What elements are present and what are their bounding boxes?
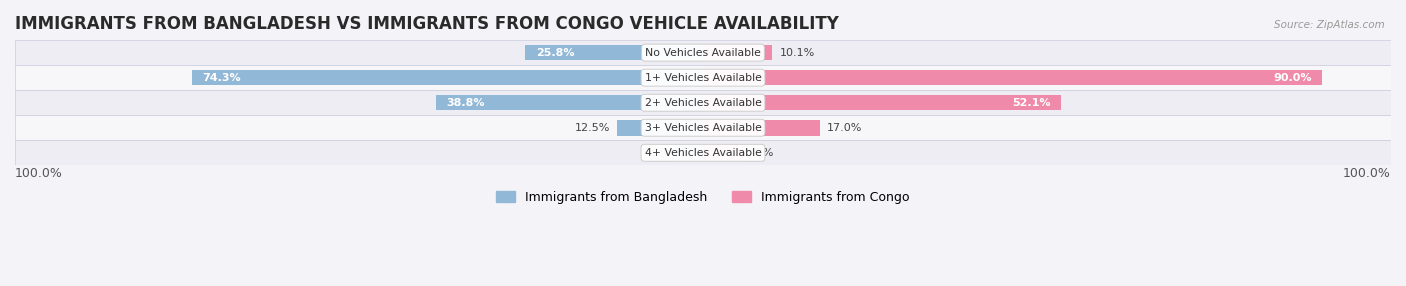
- Text: 1+ Vehicles Available: 1+ Vehicles Available: [644, 73, 762, 83]
- Bar: [15, 115, 1391, 140]
- Text: 52.1%: 52.1%: [1012, 98, 1052, 108]
- Bar: [15, 40, 1391, 65]
- Text: 2+ Vehicles Available: 2+ Vehicles Available: [644, 98, 762, 108]
- Text: 90.0%: 90.0%: [1274, 73, 1312, 83]
- Bar: [703, 145, 738, 160]
- Text: 25.8%: 25.8%: [536, 48, 574, 58]
- Bar: [703, 95, 1062, 110]
- Bar: [703, 45, 772, 60]
- Text: 10.1%: 10.1%: [779, 48, 814, 58]
- Bar: [703, 120, 820, 136]
- Bar: [15, 140, 1391, 165]
- Text: 3.9%: 3.9%: [641, 148, 669, 158]
- Text: 100.0%: 100.0%: [1343, 166, 1391, 180]
- Text: 3+ Vehicles Available: 3+ Vehicles Available: [644, 123, 762, 133]
- Text: 17.0%: 17.0%: [827, 123, 862, 133]
- Bar: [703, 70, 1322, 86]
- Text: 74.3%: 74.3%: [202, 73, 240, 83]
- Text: IMMIGRANTS FROM BANGLADESH VS IMMIGRANTS FROM CONGO VEHICLE AVAILABILITY: IMMIGRANTS FROM BANGLADESH VS IMMIGRANTS…: [15, 15, 839, 33]
- Legend: Immigrants from Bangladesh, Immigrants from Congo: Immigrants from Bangladesh, Immigrants f…: [491, 186, 915, 209]
- Text: Source: ZipAtlas.com: Source: ZipAtlas.com: [1274, 20, 1385, 30]
- Text: 38.8%: 38.8%: [446, 98, 485, 108]
- Text: 5.2%: 5.2%: [745, 148, 775, 158]
- Text: 100.0%: 100.0%: [15, 166, 63, 180]
- Bar: [436, 95, 703, 110]
- Bar: [526, 45, 703, 60]
- Bar: [191, 70, 703, 86]
- Text: 12.5%: 12.5%: [575, 123, 610, 133]
- Bar: [15, 65, 1391, 90]
- Text: 4+ Vehicles Available: 4+ Vehicles Available: [644, 148, 762, 158]
- Bar: [676, 145, 703, 160]
- Bar: [15, 90, 1391, 115]
- Text: No Vehicles Available: No Vehicles Available: [645, 48, 761, 58]
- Bar: [617, 120, 703, 136]
